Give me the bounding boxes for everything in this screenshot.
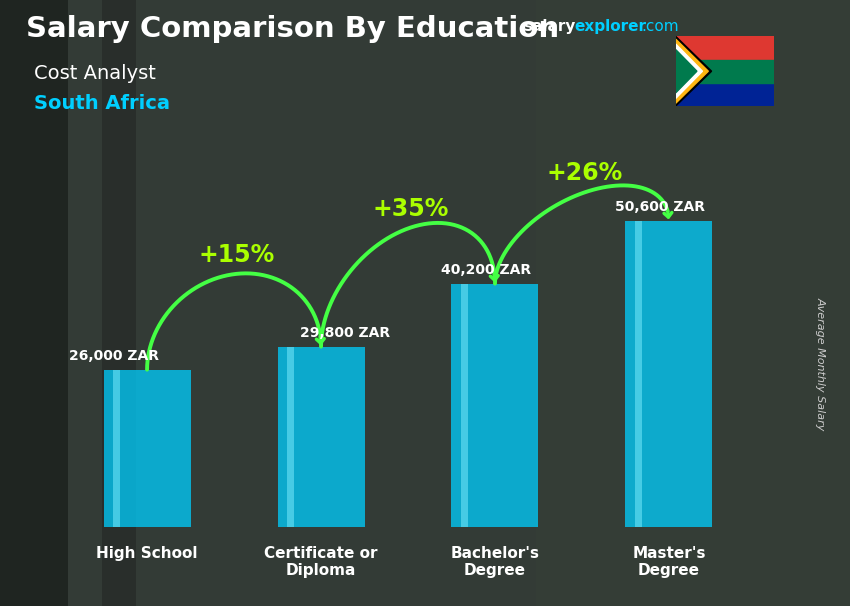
Text: salary: salary (523, 19, 575, 35)
Text: explorer: explorer (575, 19, 647, 35)
Text: 26,000 ZAR: 26,000 ZAR (69, 348, 159, 362)
Text: +26%: +26% (547, 161, 622, 185)
Bar (102, 0, 136, 606)
Text: .com: .com (641, 19, 678, 35)
Bar (113, 370, 120, 527)
Bar (676, 36, 774, 60)
Bar (536, 0, 850, 606)
Text: 40,200 ZAR: 40,200 ZAR (441, 262, 531, 276)
Bar (287, 347, 294, 527)
Text: 50,600 ZAR: 50,600 ZAR (615, 199, 706, 213)
Text: South Africa: South Africa (34, 94, 170, 113)
Text: Salary Comparison By Education: Salary Comparison By Education (26, 15, 558, 43)
Bar (626, 221, 712, 527)
Polygon shape (676, 44, 702, 98)
Bar (104, 370, 190, 527)
Polygon shape (676, 50, 697, 93)
Bar (676, 60, 774, 82)
Text: +15%: +15% (198, 243, 275, 267)
Bar (0, 0, 68, 606)
Bar (635, 221, 642, 527)
Bar (676, 82, 774, 106)
Bar (278, 347, 365, 527)
Bar (68, 0, 536, 606)
Polygon shape (676, 39, 708, 103)
Text: 29,800 ZAR: 29,800 ZAR (300, 325, 390, 339)
Bar (461, 284, 468, 527)
Text: Average Monthly Salary: Average Monthly Salary (815, 297, 825, 430)
Bar (451, 284, 538, 527)
Polygon shape (676, 36, 711, 106)
Text: +35%: +35% (372, 196, 449, 221)
Text: Cost Analyst: Cost Analyst (34, 64, 156, 82)
